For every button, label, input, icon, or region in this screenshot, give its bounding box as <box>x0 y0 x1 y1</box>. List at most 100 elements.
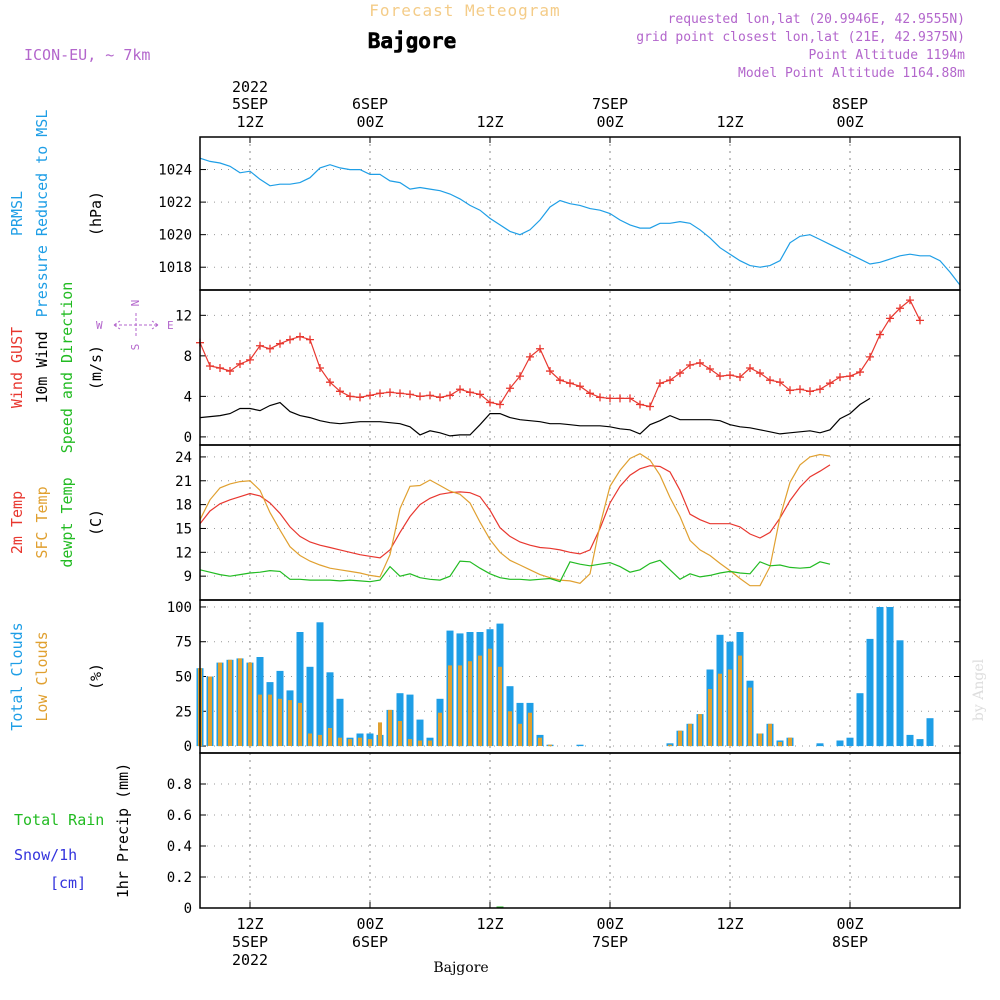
time-label-hour: 12Z <box>476 915 503 933</box>
bar-low <box>288 700 292 746</box>
gust-marker <box>676 369 684 378</box>
time-label-date: 7SEP <box>592 95 628 113</box>
bar-low <box>518 723 522 747</box>
bar-low <box>498 666 502 747</box>
time-label-hour: 12Z <box>716 113 743 131</box>
compass-north: N <box>129 300 142 307</box>
bar-total <box>906 734 914 746</box>
y-tick-label: 0 <box>184 430 192 446</box>
chart-title: Forecast Meteogram <box>369 1 560 20</box>
bar-total <box>926 718 934 746</box>
gust-marker <box>286 335 294 344</box>
bar-total <box>856 693 864 747</box>
legend-label: Speed and Direction <box>58 282 76 454</box>
y-tick-label: 1024 <box>158 163 192 179</box>
y-tick-label: 0.8 <box>167 777 192 793</box>
gust-marker <box>336 387 344 396</box>
time-label-hour: 00Z <box>836 113 863 131</box>
bar-total <box>866 638 874 746</box>
bar-total <box>836 740 844 747</box>
gust-marker <box>576 382 584 391</box>
bar-low <box>388 709 392 747</box>
bar-low <box>348 739 352 747</box>
panel-clouds: 0 25 50 75 100 (%) Total Clouds Low Clouds <box>8 599 961 755</box>
gust-marker <box>536 344 544 353</box>
gust-marker <box>766 376 774 385</box>
gust-marker <box>836 373 844 382</box>
gust-marker <box>406 390 414 399</box>
gust-marker <box>506 384 514 393</box>
gust-marker <box>586 389 594 398</box>
legend-label: Pressure Reduced to MSL <box>33 110 51 318</box>
gust-marker <box>446 391 454 400</box>
bar-total <box>306 666 314 747</box>
y-tick-label: 15 <box>175 521 192 537</box>
gust-marker <box>346 392 354 401</box>
bar-low <box>548 744 552 747</box>
gust-marker <box>826 379 834 388</box>
gust-marker <box>296 332 304 341</box>
y-tick-label: 75 <box>175 635 192 651</box>
bar-low <box>488 648 492 747</box>
legend-label: Total Rain <box>14 811 104 829</box>
gust-marker <box>236 359 244 368</box>
gust-marker <box>276 339 284 348</box>
gust-marker <box>636 400 644 409</box>
legend-label: SFC Temp <box>33 486 51 558</box>
panel-frame <box>199 599 961 754</box>
bar-low <box>318 734 322 746</box>
legend-label: 2m Temp <box>8 491 26 554</box>
bar-low <box>258 694 262 747</box>
time-label-hour: 12Z <box>236 915 263 933</box>
bar-low <box>278 698 282 747</box>
time-label-date: 6SEP <box>352 95 388 113</box>
y-tick-label: 0 <box>184 901 192 917</box>
gust-marker <box>246 355 254 364</box>
gust-marker <box>566 379 574 388</box>
gust-marker <box>756 369 764 378</box>
y-tick-label: 1020 <box>158 228 192 244</box>
gust-marker <box>226 367 234 376</box>
bar-total <box>316 622 324 747</box>
compass-east: E <box>167 319 174 332</box>
time-label-hour: 00Z <box>836 915 863 933</box>
gust-marker <box>326 378 334 387</box>
gust-marker <box>896 304 904 313</box>
bar-low <box>298 702 302 746</box>
bar-low <box>368 739 372 747</box>
time-label-hour: 12Z <box>476 113 503 131</box>
bar-low <box>308 733 312 746</box>
y-axis-label: (%) <box>87 663 105 690</box>
bar-total <box>416 719 424 746</box>
gust-marker <box>476 390 484 399</box>
gust-marker <box>816 385 824 394</box>
gust-marker <box>316 364 324 373</box>
time-label-date: 5SEP <box>232 95 268 113</box>
panel-frame <box>199 752 961 909</box>
gust-marker <box>806 387 814 396</box>
gust-marker <box>256 341 264 350</box>
y-axis-label: (m/s) <box>87 345 105 390</box>
bar-low <box>468 661 472 746</box>
time-label-hour: 00Z <box>596 113 623 131</box>
bar-low <box>328 728 332 747</box>
bar-low <box>678 730 682 746</box>
gust-marker <box>206 361 214 370</box>
footer-location: Bajgore <box>433 960 488 976</box>
time-label-date: 5SEP <box>232 933 268 951</box>
series-line-speed <box>199 397 871 437</box>
bar-total <box>916 739 924 747</box>
panel-pressure: 1018 1020 1022 1024 (hPa) PRMSL Pressure Reduc… <box>8 110 961 318</box>
bar-total <box>876 607 884 747</box>
gust-marker <box>216 364 224 373</box>
gust-marker <box>616 394 624 403</box>
y-tick-label: 9 <box>184 569 192 585</box>
time-label-date: 8SEP <box>832 933 868 951</box>
gust-marker <box>516 372 524 381</box>
y-tick-label: 0.2 <box>167 870 192 886</box>
bar-low <box>788 737 792 746</box>
panel-precip: 0 0.2 0.4 0.6 0.8 1hr Precip (mm) Total Rain Sn… <box>14 752 961 917</box>
bar-low <box>478 655 482 746</box>
y-tick-label: 12 <box>175 308 192 324</box>
y-tick-label: 21 <box>175 474 192 490</box>
